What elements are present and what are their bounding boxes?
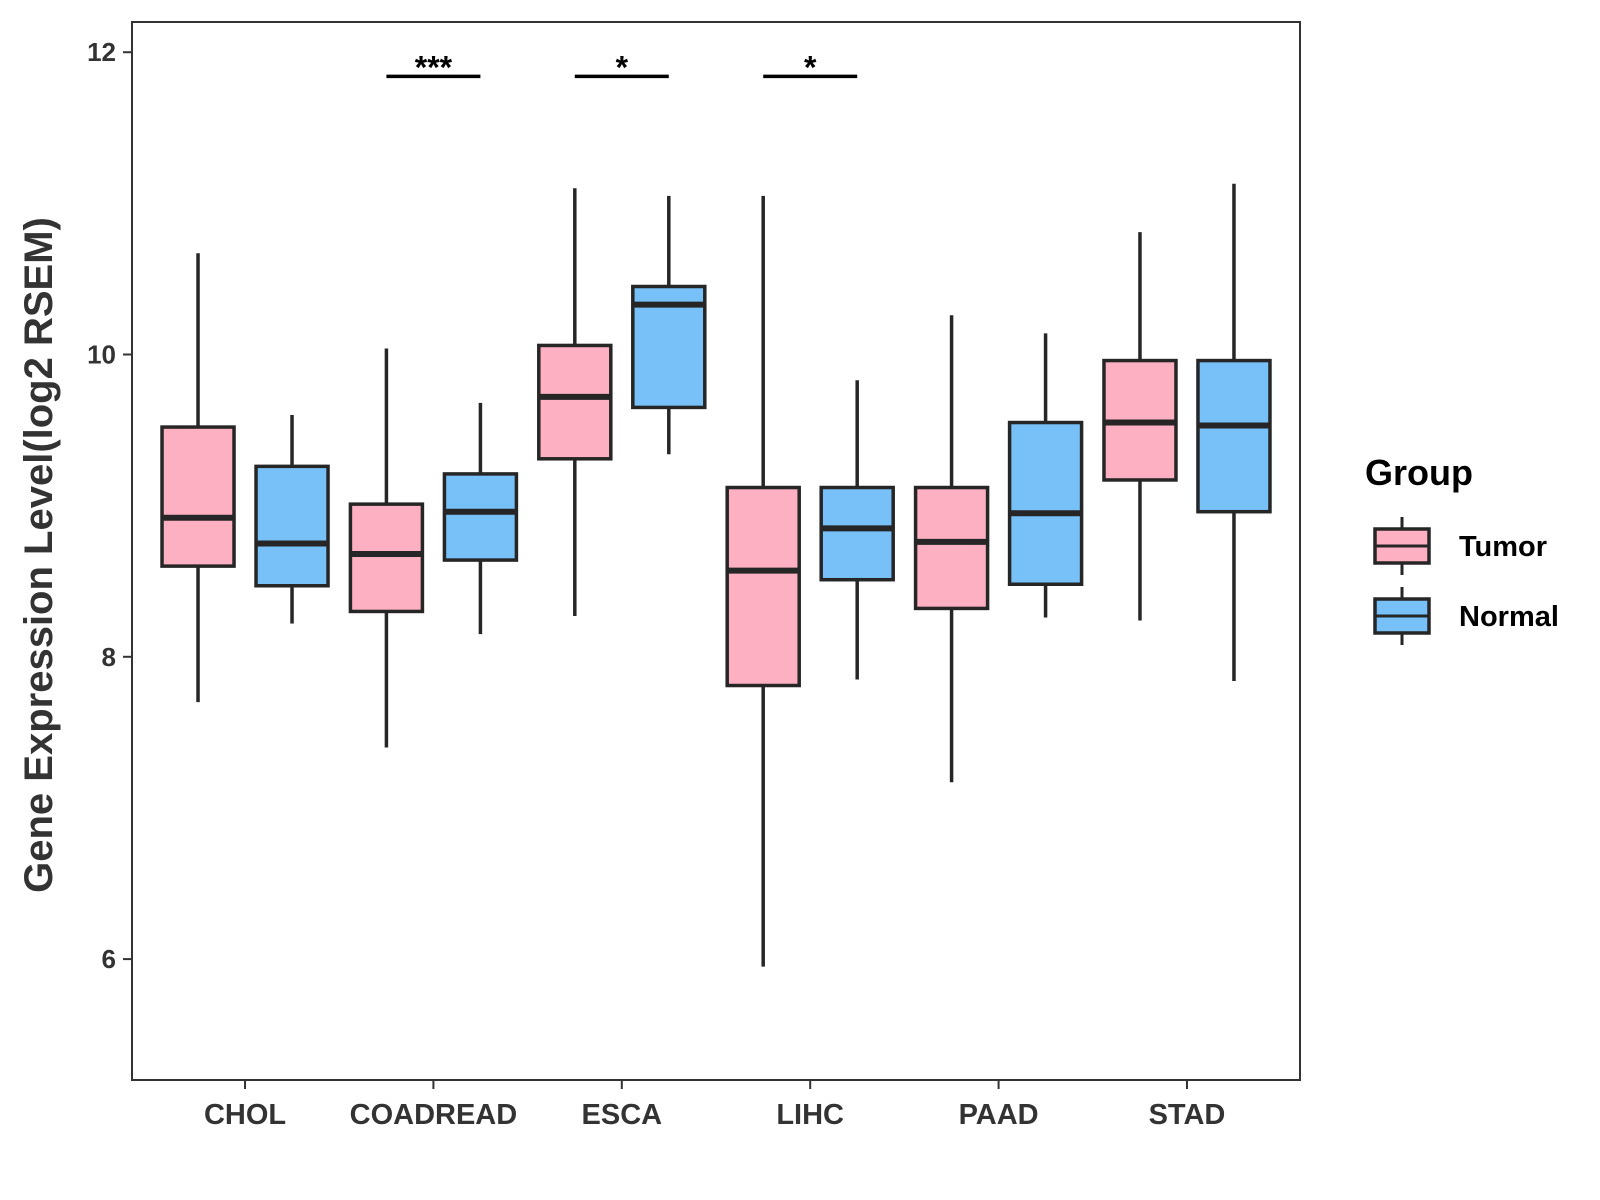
- box-normal-chol: [254, 414, 330, 624]
- significance-label: *: [616, 49, 629, 85]
- y-tick-label: 12: [87, 37, 116, 67]
- box-body: [725, 485, 801, 688]
- box-body: [348, 502, 425, 614]
- box-tumor-coadread: [348, 348, 425, 748]
- box-tumor-paad: [913, 315, 990, 783]
- box-normal-lihc: [819, 380, 895, 680]
- legend-label: Normal: [1459, 601, 1559, 633]
- box-tumor-chol: [160, 253, 236, 703]
- box-body: [913, 485, 990, 611]
- legend-entry-normal: Normal: [1373, 587, 1559, 645]
- x-tick-label: LIHC: [776, 1099, 844, 1131]
- box-body: [160, 425, 236, 568]
- box-body: [537, 343, 613, 461]
- panel-border: [131, 21, 1301, 1081]
- legend-title: Group: [1365, 452, 1473, 493]
- y-tick-label: 10: [87, 340, 116, 370]
- x-tick-label: STAD: [1149, 1099, 1226, 1131]
- x-tick-label: COADREAD: [350, 1099, 518, 1131]
- box-body: [1196, 358, 1272, 514]
- legend-label: Tumor: [1459, 531, 1547, 563]
- x-tick-label: PAAD: [959, 1099, 1039, 1131]
- y-tick-label: 8: [102, 642, 116, 672]
- legend: Group Tumor Normal: [1365, 452, 1559, 645]
- box-normal-coadread: [442, 402, 519, 635]
- legend-entry-tumor: Tumor: [1373, 517, 1547, 575]
- box-body: [442, 472, 519, 562]
- box-normal-esca: [631, 195, 707, 455]
- y-axis-label: Gene Expression Level(log2 RSEM): [17, 217, 61, 893]
- significance-label: *: [804, 49, 817, 85]
- box-tumor-stad: [1102, 232, 1178, 621]
- box-normal-stad: [1196, 183, 1272, 681]
- box-body: [1007, 420, 1084, 587]
- x-tick-label: CHOL: [204, 1099, 286, 1131]
- box-body: [819, 485, 895, 582]
- box-tumor-lihc: [725, 195, 801, 967]
- box-normal-paad: [1007, 333, 1084, 618]
- y-tick-label: 6: [102, 944, 116, 974]
- box-body: [254, 464, 330, 588]
- box-tumor-esca: [537, 188, 613, 616]
- significance-label: ***: [415, 49, 453, 85]
- x-tick-label: ESCA: [582, 1099, 663, 1131]
